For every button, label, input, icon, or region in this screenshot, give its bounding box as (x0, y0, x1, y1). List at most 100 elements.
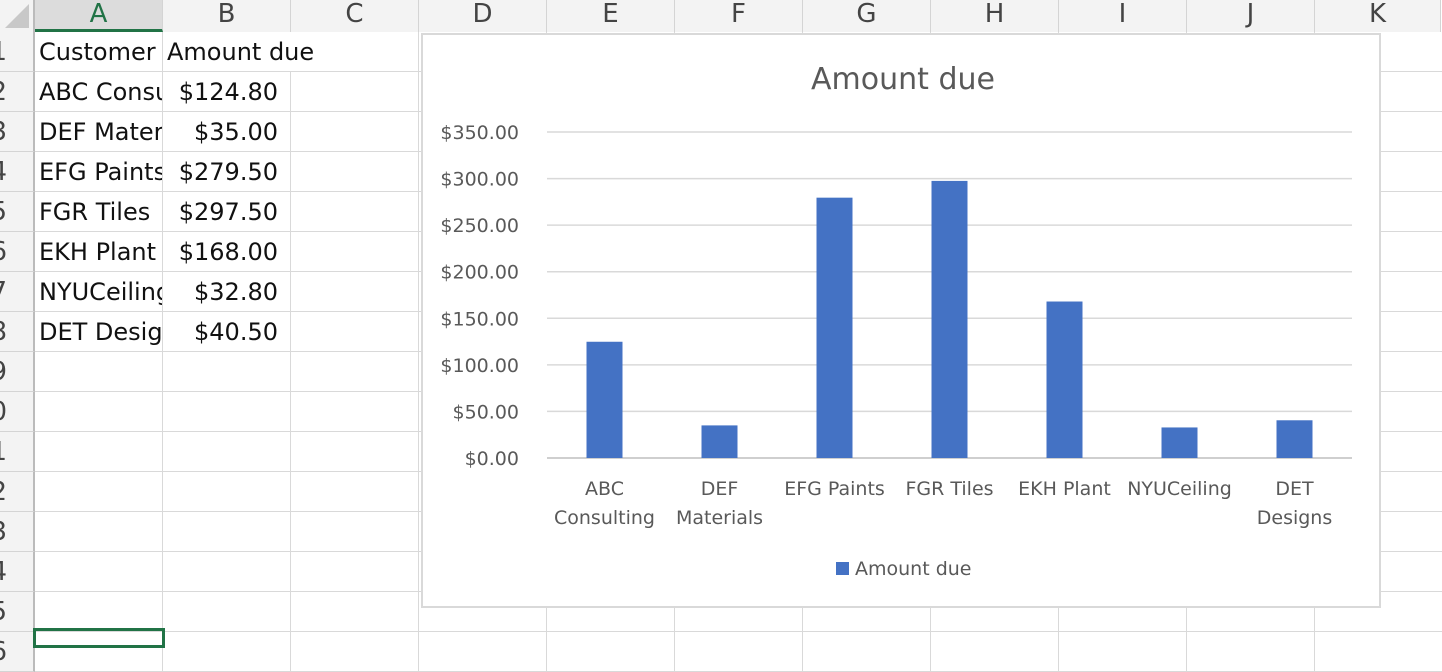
cell[interactable] (291, 152, 419, 192)
x-tick-label: Consulting (554, 507, 655, 529)
cell[interactable] (1187, 592, 1315, 632)
amount-cell[interactable]: $279.50 (163, 152, 291, 192)
column-header-A[interactable]: A (35, 0, 163, 32)
customer-cell[interactable]: NYUCeiling (35, 272, 163, 312)
header-amount-due[interactable]: Amount due (163, 32, 314, 72)
cell[interactable] (419, 592, 547, 632)
cell[interactable] (291, 392, 419, 432)
row-header-6[interactable]: 6 (0, 232, 35, 272)
cell[interactable] (35, 432, 163, 472)
cell[interactable] (803, 592, 931, 632)
cell[interactable] (1059, 592, 1187, 632)
cell[interactable] (931, 632, 1059, 672)
amount-cell[interactable]: $168.00 (163, 232, 291, 272)
row-header-15[interactable]: 15 (0, 592, 35, 632)
cell[interactable] (291, 272, 419, 312)
cell[interactable] (163, 472, 291, 512)
row-header-3[interactable]: 3 (0, 112, 35, 152)
customer-cell[interactable]: DEF Materials (35, 112, 163, 152)
row-header-16[interactable]: 16 (0, 632, 35, 672)
row-header-7[interactable]: 7 (0, 272, 35, 312)
cell[interactable] (291, 352, 419, 392)
column-header-I[interactable]: I (1059, 0, 1187, 32)
cell[interactable] (35, 392, 163, 432)
row-header-10[interactable]: 10 (0, 392, 35, 432)
cell[interactable] (291, 432, 419, 472)
cell[interactable] (931, 592, 1059, 632)
customer-cell[interactable]: FGR Tiles (35, 192, 163, 232)
cell[interactable] (163, 352, 291, 392)
cell[interactable] (291, 472, 419, 512)
amount-cell[interactable]: $124.80 (163, 72, 291, 112)
column-header-C[interactable]: C (291, 0, 419, 32)
cell[interactable] (291, 32, 419, 72)
column-header-F[interactable]: F (675, 0, 803, 32)
cell[interactable] (547, 632, 675, 672)
cell[interactable] (291, 592, 419, 632)
row-header-5[interactable]: 5 (0, 192, 35, 232)
cell[interactable] (35, 592, 163, 632)
row-header-12[interactable]: 12 (0, 472, 35, 512)
cell[interactable] (163, 552, 291, 592)
cell[interactable] (419, 632, 547, 672)
row-number: 15 (0, 592, 7, 631)
customer-cell[interactable]: EKH Plant (35, 232, 163, 272)
column-header-D[interactable]: D (419, 0, 547, 32)
amount-cell[interactable]: $35.00 (163, 112, 291, 152)
row-header-4[interactable]: 4 (0, 152, 35, 192)
amount-cell[interactable]: $297.50 (163, 192, 291, 232)
row-header-9[interactable]: 9 (0, 352, 35, 392)
bar-chart[interactable]: Amount due $0.00 $50.00 $100.00 $150.00 $200.… (421, 33, 1381, 608)
customer-cell[interactable]: EFG Paints (35, 152, 163, 192)
row-header-2[interactable]: 2 (0, 72, 35, 112)
cell[interactable] (163, 632, 291, 672)
cell[interactable] (35, 552, 163, 592)
y-tick-label: $100.00 (440, 355, 519, 377)
cell[interactable] (163, 512, 291, 552)
cell[interactable] (291, 512, 419, 552)
cell[interactable] (35, 472, 163, 512)
row-number: 1 (0, 32, 7, 71)
cell[interactable] (291, 312, 419, 352)
column-header-B[interactable]: B (163, 0, 291, 32)
column-header-H[interactable]: H (931, 0, 1059, 32)
row-header-11[interactable]: 11 (0, 432, 35, 472)
cell[interactable] (35, 512, 163, 552)
amount-cell[interactable]: $40.50 (163, 312, 291, 352)
row-number: 14 (0, 552, 7, 591)
customer-cell[interactable]: DET Designs (35, 312, 163, 352)
row-header-8[interactable]: 8 (0, 312, 35, 352)
cell[interactable] (291, 72, 419, 112)
cell[interactable] (675, 592, 803, 632)
column-header-K[interactable]: K (1315, 0, 1441, 32)
cell[interactable] (35, 352, 163, 392)
column-header-E[interactable]: E (547, 0, 675, 32)
column-header-G[interactable]: G (803, 0, 931, 32)
cell[interactable] (1315, 592, 1442, 632)
column-header-J[interactable]: J (1187, 0, 1315, 32)
cell[interactable] (291, 632, 419, 672)
cell[interactable] (291, 552, 419, 592)
row-header-14[interactable]: 14 (0, 552, 35, 592)
row-header-13[interactable]: 13 (0, 512, 35, 552)
cell[interactable] (163, 392, 291, 432)
header-customer[interactable]: Customer (35, 32, 163, 72)
cell[interactable] (163, 432, 291, 472)
y-tick-label: $50.00 (453, 401, 519, 423)
x-tick-label: ABC (585, 478, 624, 500)
row-header-1[interactable]: 1 (0, 32, 35, 72)
cell[interactable] (1315, 632, 1442, 672)
cell[interactable] (291, 112, 419, 152)
amount-cell[interactable]: $32.80 (163, 272, 291, 312)
cell[interactable] (163, 592, 291, 632)
cell[interactable] (675, 632, 803, 672)
cell[interactable] (291, 192, 419, 232)
customer-cell[interactable]: ABC Consulting (35, 72, 163, 112)
cell[interactable] (1059, 632, 1187, 672)
cell[interactable] (1187, 632, 1315, 672)
cell[interactable] (547, 592, 675, 632)
select-all-button[interactable] (0, 0, 35, 32)
cell[interactable] (803, 632, 931, 672)
cell[interactable] (291, 232, 419, 272)
y-tick-label: $150.00 (440, 308, 519, 330)
